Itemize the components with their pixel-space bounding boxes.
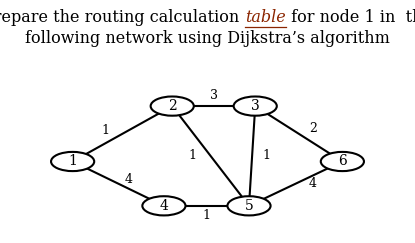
Circle shape [321,152,364,171]
Circle shape [151,96,194,116]
Text: 4: 4 [159,199,168,213]
Circle shape [234,96,277,116]
Text: table: table [245,9,286,26]
Text: 1: 1 [102,124,110,137]
Text: 5: 5 [244,199,254,213]
Text: 3: 3 [210,89,218,103]
Text: 3: 3 [251,99,260,113]
Text: 1: 1 [263,149,271,163]
Text: 2: 2 [168,99,177,113]
Text: following network using Dijkstra’s algorithm: following network using Dijkstra’s algor… [25,30,390,47]
Text: 4: 4 [124,174,133,186]
Text: 6: 6 [338,155,347,168]
Circle shape [142,196,186,216]
Text: 1: 1 [203,209,210,223]
Text: 4: 4 [308,177,316,190]
Text: 1: 1 [68,155,77,168]
Text: Prepare the routing calculation: Prepare the routing calculation [0,9,245,26]
Text: 1: 1 [188,149,196,163]
Circle shape [51,152,94,171]
Text: for node 1 in  the: for node 1 in the [286,9,415,26]
Circle shape [227,196,271,216]
Text: 2: 2 [310,122,317,135]
